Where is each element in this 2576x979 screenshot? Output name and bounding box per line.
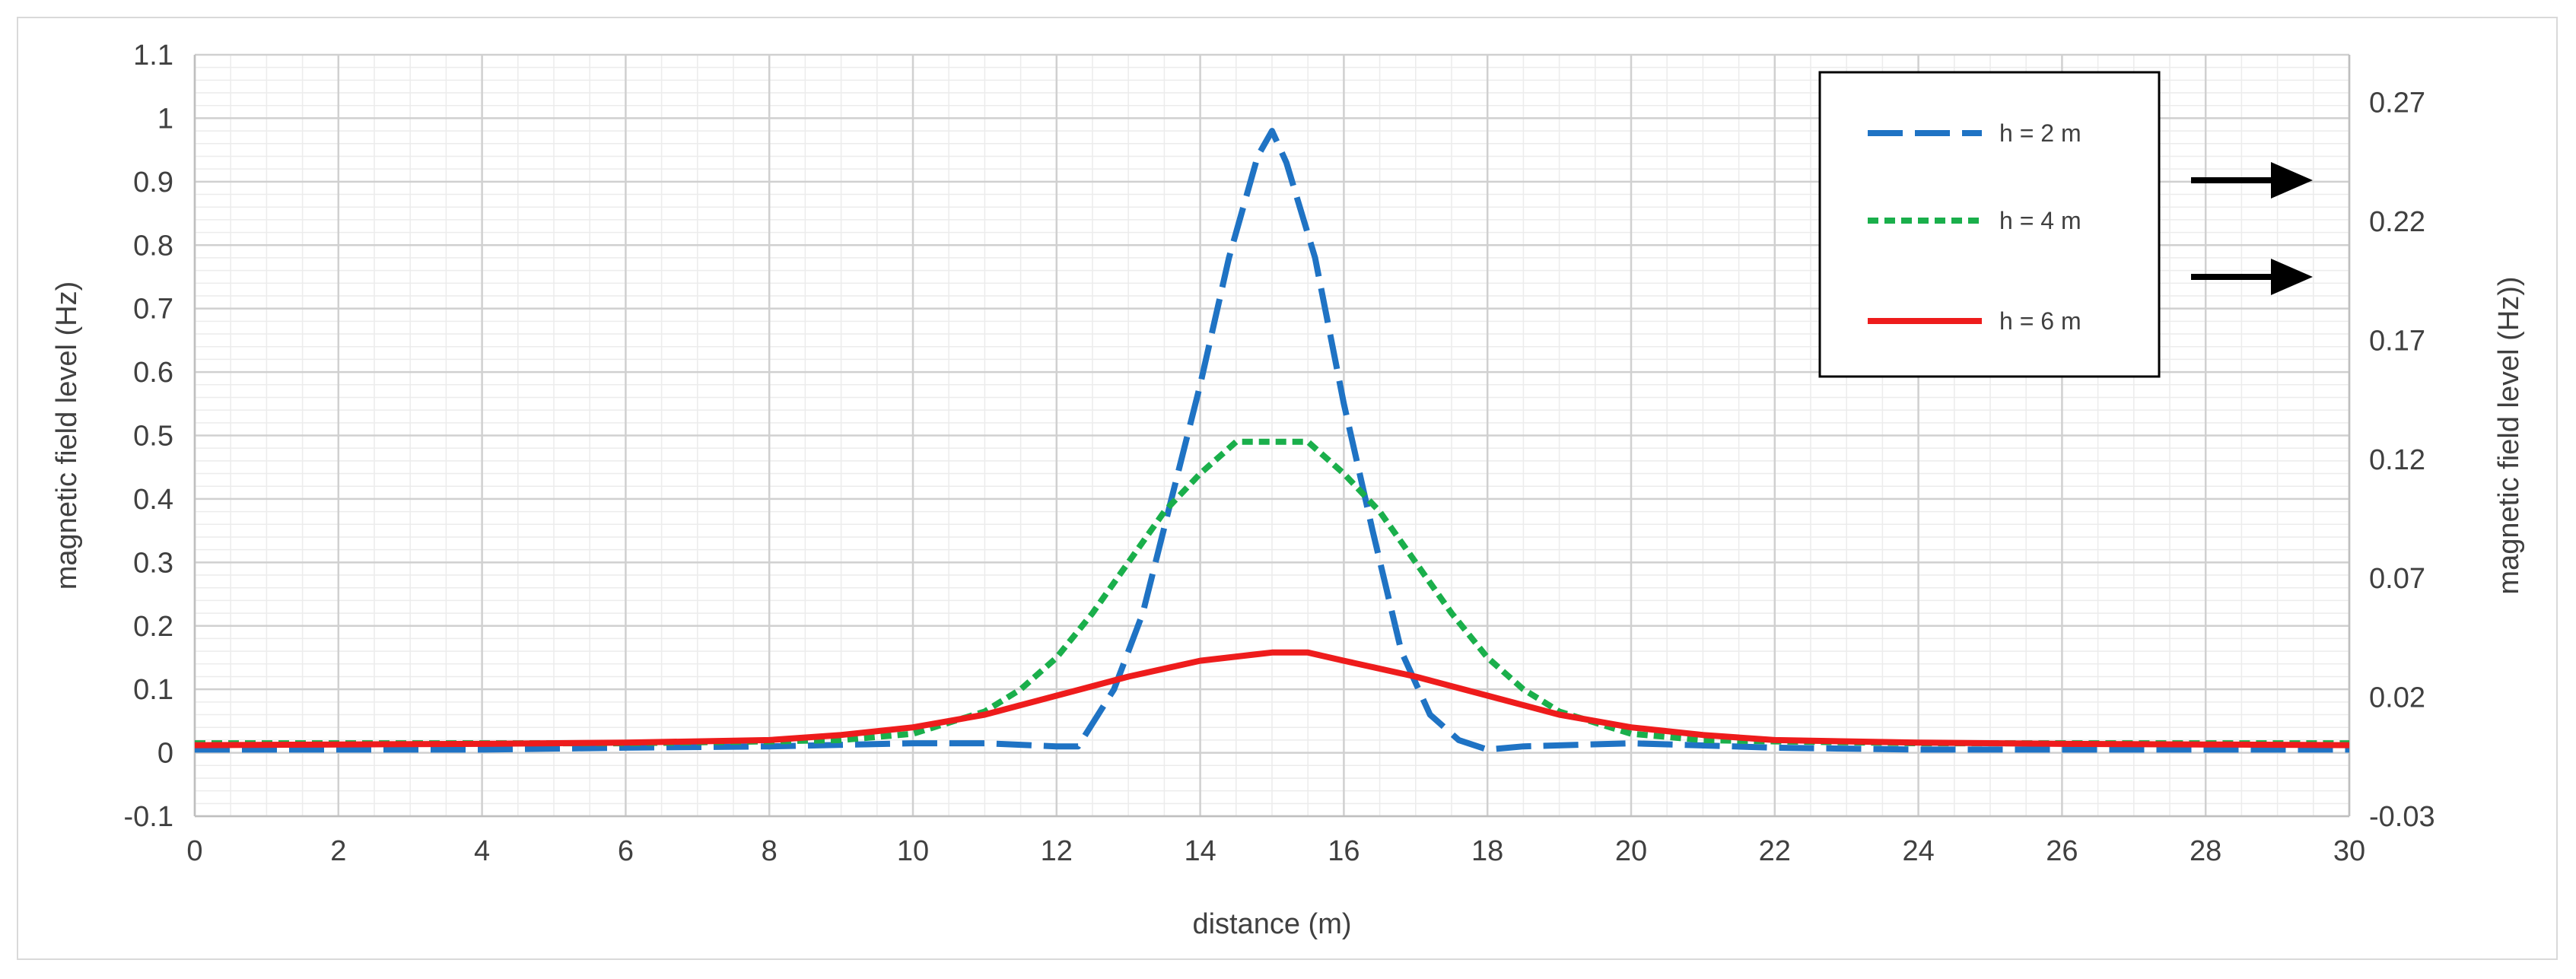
y2-axis-title: magnetic field level (Hz)) <box>2493 276 2525 594</box>
y2-tick-label: 0.02 <box>2369 682 2425 714</box>
y2-tick-label: 0.12 <box>2369 444 2425 476</box>
y-tick-label: 0.1 <box>133 674 173 706</box>
x-tick-label: 8 <box>762 835 778 867</box>
y2-tick-label: 0.07 <box>2369 563 2425 595</box>
arrow-icon <box>2191 162 2313 199</box>
x-tick-label: 16 <box>1328 835 1360 867</box>
x-tick-label: 20 <box>1615 835 1647 867</box>
y2-tick-label: 0.27 <box>2369 87 2425 119</box>
legend-label: h = 2 m <box>1999 119 2081 147</box>
y-tick-label: 0.9 <box>133 167 173 199</box>
y-tick-label: 0.8 <box>133 230 173 262</box>
series-line-h2 <box>195 128 2349 753</box>
y-tick-label: 0.7 <box>133 294 173 326</box>
legend-label: h = 6 m <box>1999 307 2081 335</box>
x-tick-label: 0 <box>186 835 202 867</box>
x-tick-label: 2 <box>330 835 346 867</box>
x-tick-label: 14 <box>1184 835 1216 867</box>
x-tick-label: 22 <box>1759 835 1791 867</box>
legend-label: h = 4 m <box>1999 207 2081 234</box>
x-tick-label: 24 <box>1902 835 1934 867</box>
x-axis-title: distance (m) <box>1192 908 1351 940</box>
y-tick-label: 0.6 <box>133 357 173 389</box>
y-axis-title: magnetic field level (Hz) <box>51 281 83 590</box>
x-tick-label: 6 <box>618 835 634 867</box>
x-tick-label: 12 <box>1041 835 1073 867</box>
x-tick-label: 10 <box>897 835 929 867</box>
y-tick-label: 0 <box>157 738 173 770</box>
x-tick-label: 30 <box>2333 835 2365 867</box>
y-tick-label: 1 <box>157 103 173 135</box>
y-tick-label: 0.4 <box>133 484 173 516</box>
arrow-head <box>2271 259 2313 295</box>
y2-tick-label: 0.17 <box>2369 325 2425 357</box>
y2-tick-label: 0.22 <box>2369 206 2425 238</box>
y-tick-label: -0.1 <box>124 801 173 833</box>
y-tick-label: 0.3 <box>133 547 173 579</box>
legend-box <box>1818 71 2161 378</box>
y2-tick-label: -0.03 <box>2369 801 2435 833</box>
y-tick-label: 0.5 <box>133 421 173 453</box>
series-line-h6 <box>194 649 2350 749</box>
legend: h = 2 m h = 4 m h = 6 m <box>1818 71 2161 378</box>
series-line-h4 <box>195 438 2349 747</box>
y-tick-label: 1.1 <box>133 40 173 72</box>
arrow-icon <box>2191 259 2313 295</box>
y-tick-label: 0.2 <box>133 611 173 643</box>
x-tick-label: 28 <box>2190 835 2221 867</box>
arrow-head <box>2271 162 2313 199</box>
x-tick-label: 18 <box>1471 835 1503 867</box>
x-tick-label: 26 <box>2046 835 2078 867</box>
x-tick-label: 4 <box>474 835 490 867</box>
